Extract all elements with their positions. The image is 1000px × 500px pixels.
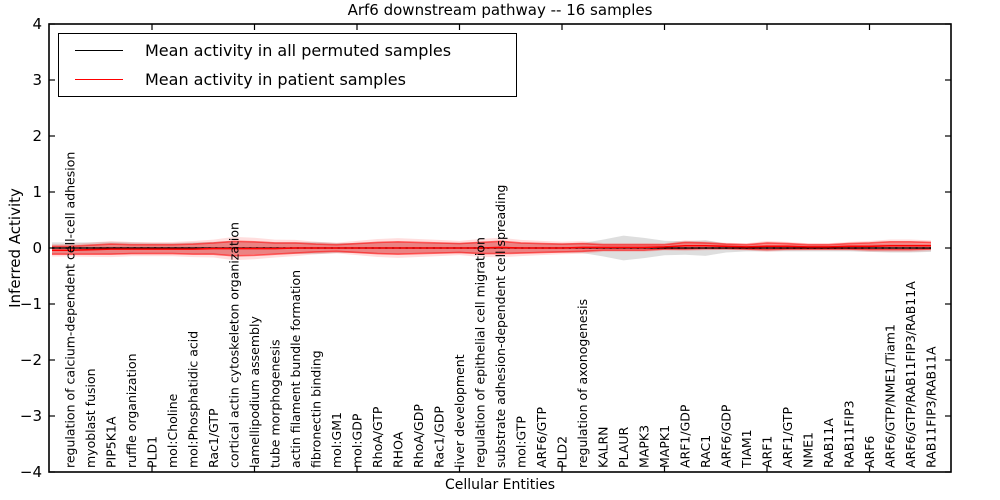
x-tick-label: Rac1/GTP bbox=[206, 408, 221, 468]
x-tick-label: cortical actin cytoskeleton organization bbox=[227, 222, 242, 468]
x-tick-label: fibronectin binding bbox=[309, 350, 324, 468]
y-tick-label: −1 bbox=[20, 295, 42, 313]
x-tick-label: mol:GTP bbox=[514, 416, 529, 468]
chart-title: Arf6 downstream pathway -- 16 samples bbox=[347, 1, 653, 19]
x-tick-label: ARF1 bbox=[760, 436, 775, 468]
patient-band-lower-edge bbox=[52, 247, 932, 257]
x-tick-label: ARF6/GTP/RAB11FIP3/RAB11A bbox=[903, 281, 918, 468]
x-tick-label: RAC1 bbox=[698, 435, 713, 468]
legend-entry-permuted: Mean activity in all permuted samples bbox=[59, 36, 516, 65]
y-tick-label: 4 bbox=[32, 15, 42, 33]
y-tick-label: 3 bbox=[32, 71, 42, 89]
legend-entry-patient: Mean activity in patient samples bbox=[59, 65, 516, 94]
legend-line-permuted-icon bbox=[75, 50, 123, 51]
x-tick-label: mol:GM1 bbox=[329, 412, 344, 468]
patient-band-upper-edge bbox=[52, 240, 932, 248]
x-tick-label: MAPK3 bbox=[637, 425, 652, 468]
x-tick-label: mol:Phosphatidic acid bbox=[186, 331, 201, 468]
x-tick-label: actin filament bundle formation bbox=[288, 270, 303, 468]
legend-label-patient: Mean activity in patient samples bbox=[145, 70, 406, 89]
y-axis-label: Inferred Activity bbox=[6, 188, 24, 308]
x-tick-label: RhoA/GDP bbox=[411, 404, 426, 468]
x-tick-label: MAPK1 bbox=[657, 425, 672, 468]
y-tick-label: 2 bbox=[32, 127, 42, 145]
x-tick-label: regulation of epithelial cell migration bbox=[473, 237, 488, 468]
x-tick-label: TIAM1 bbox=[739, 429, 754, 469]
x-tick-label: lamellipodium assembly bbox=[247, 316, 262, 468]
x-axis-label: Cellular Entities bbox=[444, 477, 556, 493]
x-tick-label: RhoA/GTP bbox=[370, 406, 385, 468]
x-tick-label: PIP5K1A bbox=[104, 416, 119, 468]
x-tick-label: ARF1/GDP bbox=[678, 404, 693, 468]
x-tick-label: RAB11A bbox=[821, 418, 836, 468]
x-tick-label: liver development bbox=[452, 354, 467, 468]
x-tick-label: ARF6/GDP bbox=[719, 404, 734, 468]
x-tick-label: NME1 bbox=[801, 432, 816, 468]
x-tick-label: RHOA bbox=[391, 431, 406, 468]
legend: Mean activity in all permuted samples Me… bbox=[58, 33, 517, 97]
x-tick-label: mol:GDP bbox=[350, 413, 365, 468]
x-tick-label: RAB11FIP3/RAB11A bbox=[924, 346, 939, 468]
x-tick-label: PLD1 bbox=[145, 436, 160, 468]
y-tick-label: −3 bbox=[20, 407, 42, 425]
y-tick-label: −4 bbox=[20, 463, 42, 481]
x-tick-label: substrate adhesion-dependent cell spread… bbox=[493, 185, 508, 468]
x-tick-label: ARF1/GTP bbox=[780, 407, 795, 468]
y-tick-label: 0 bbox=[32, 239, 42, 257]
x-tick-label: KALRN bbox=[596, 426, 611, 468]
x-tick-label: ARF6/GTP/NME1/Tiam1 bbox=[883, 324, 898, 468]
legend-label-permuted: Mean activity in all permuted samples bbox=[145, 41, 452, 60]
x-tick-label: PLAUR bbox=[616, 427, 631, 468]
x-tick-label: RAB11FIP3 bbox=[842, 400, 857, 468]
x-tick-label: regulation of axonogenesis bbox=[575, 299, 590, 468]
x-tick-label: myoblast fusion bbox=[83, 368, 98, 468]
patient-mean-line bbox=[52, 244, 931, 252]
x-tick-label: ARF6/GTP bbox=[534, 407, 549, 468]
x-tick-label: Rac1/GDP bbox=[432, 406, 447, 468]
x-tick-label: ruffle organization bbox=[124, 353, 139, 468]
x-tick-label: tube morphogenesis bbox=[268, 339, 283, 468]
x-tick-label: ARF6 bbox=[862, 436, 877, 468]
y-tick-label: −2 bbox=[20, 351, 42, 369]
x-tick-label: PLD2 bbox=[555, 436, 570, 468]
x-tick-label: mol:Choline bbox=[165, 393, 180, 468]
x-tick-label: regulation of calcium-dependent cell-cel… bbox=[63, 152, 78, 468]
legend-line-patient-icon bbox=[75, 79, 123, 80]
y-tick-label: 1 bbox=[32, 183, 42, 201]
